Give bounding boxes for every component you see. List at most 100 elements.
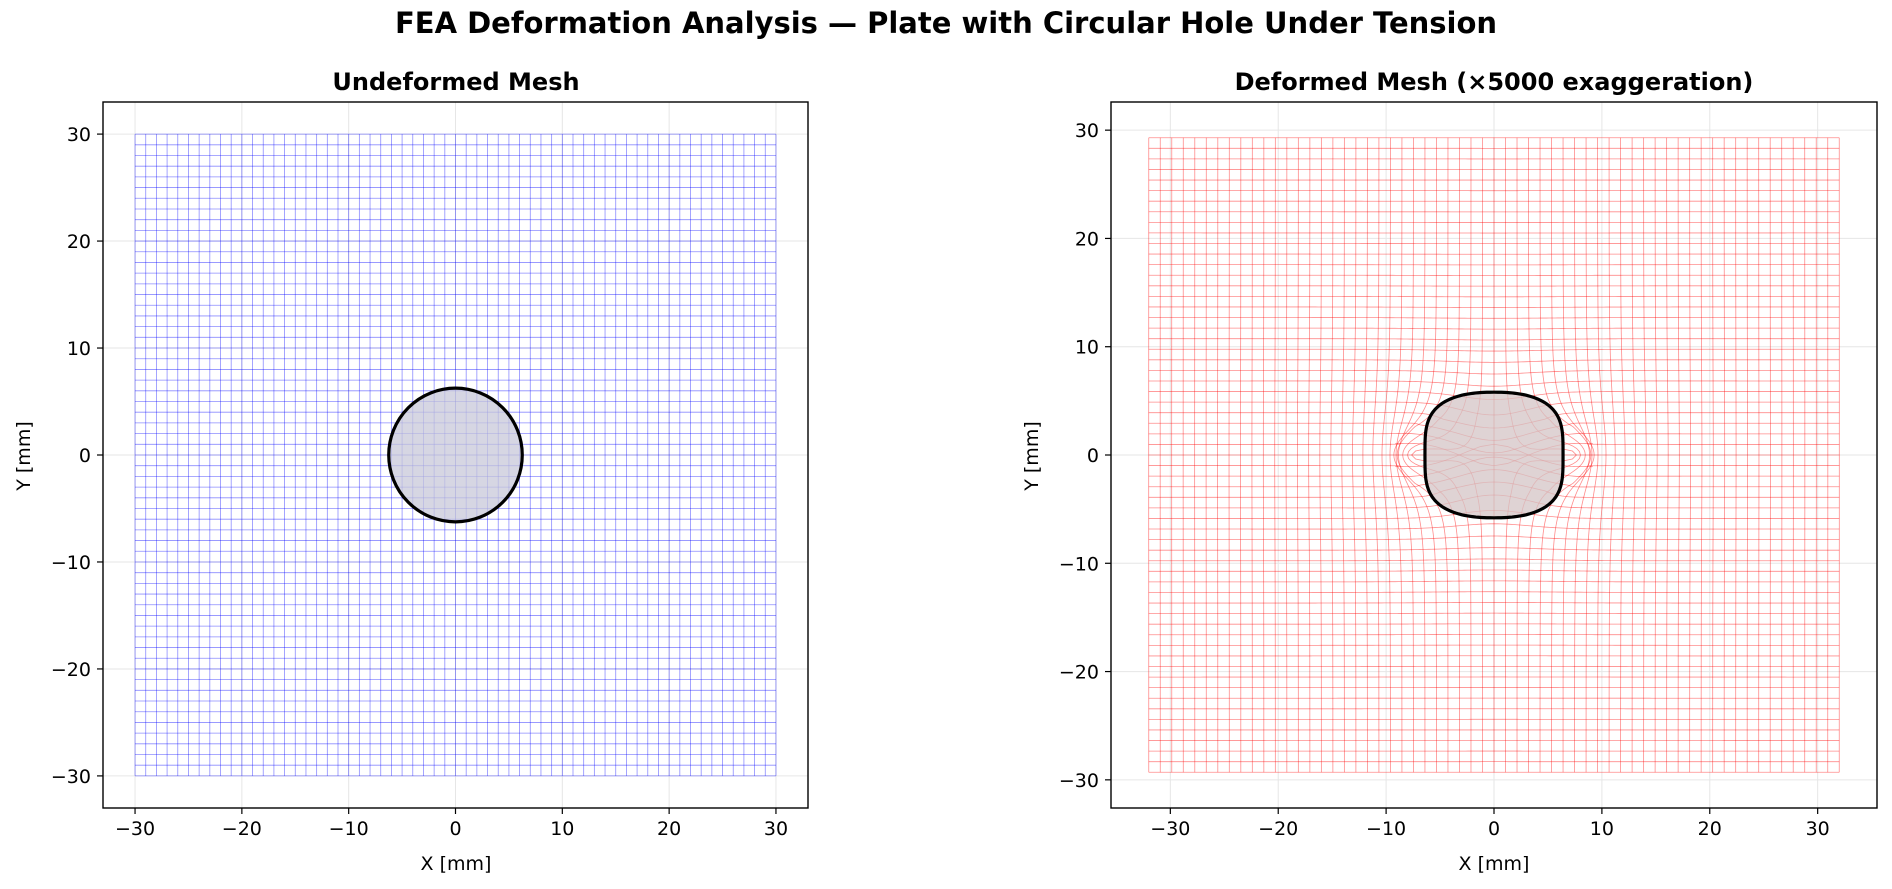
x-tick-label: 0	[449, 818, 461, 840]
mesh-line-vertical	[1666, 137, 1669, 773]
y-tick-label: 30	[67, 124, 91, 146]
panel-title-deformed: Deformed Mesh (×5000 exaggeration)	[1235, 68, 1754, 96]
mesh-line-horizontal	[1148, 327, 1840, 330]
undeformed-mesh-panel: Undeformed Mesh −30 −20 −10 0 10 20 30 −30 −20 −1…	[13, 68, 809, 875]
y-tick-label: −20	[51, 659, 91, 681]
mesh-line-vertical	[1330, 137, 1334, 773]
mesh-line-vertical	[1505, 137, 1577, 773]
mesh-line-vertical	[1296, 137, 1299, 773]
mesh-deformed	[1148, 137, 1840, 773]
mesh-line-vertical	[1402, 137, 1460, 773]
mesh-line-vertical	[1677, 137, 1680, 773]
mesh-line-horizontal	[1148, 535, 1840, 541]
mesh-line-vertical	[1274, 137, 1276, 773]
deformed-mesh-panel: Deformed Mesh (×5000 exaggeration) −30 −2…	[1021, 68, 1878, 875]
y-tick-label: 10	[67, 338, 91, 360]
mesh-line-horizontal	[1148, 523, 1840, 530]
mesh-line-vertical	[1395, 137, 1414, 773]
y-tick-label: 0	[79, 445, 91, 467]
mesh-line-vertical	[1381, 137, 1391, 773]
hole-outline-undeformed	[387, 386, 524, 524]
y-tick-label: −20	[1059, 662, 1099, 684]
mesh-line-vertical	[1620, 137, 1626, 773]
y-tick-label: −30	[51, 766, 91, 788]
mesh-line-vertical	[1562, 137, 1590, 773]
mesh-line-vertical	[1712, 137, 1714, 773]
mesh-line-vertical	[1643, 137, 1647, 773]
mesh-line-vertical	[1574, 137, 1593, 773]
mesh-line-vertical	[1308, 137, 1311, 773]
x-tick-label: −10	[329, 818, 369, 840]
mesh-line-vertical	[1341, 137, 1345, 773]
mesh-line-vertical	[1631, 137, 1636, 773]
x-axis-label-deformed: X [mm]	[1459, 853, 1530, 875]
x-tick-label: 20	[1698, 818, 1722, 840]
y-tick-label: −10	[1059, 553, 1099, 575]
mesh-line-vertical	[1516, 137, 1581, 773]
x-tick-label: −30	[1150, 818, 1190, 840]
mesh-line-vertical	[1700, 137, 1703, 773]
deformed-plot-area: −30 −20 −10 0 10 20 30 −30 −20 −10 0 10 20 30	[1059, 101, 1878, 840]
x-tick-label: 10	[550, 818, 574, 840]
mesh-line-horizontal	[1148, 348, 1840, 352]
y-tick-label: 10	[1075, 337, 1099, 359]
mesh-line-vertical	[1654, 137, 1658, 773]
panel-title-undeformed: Undeformed Mesh	[332, 68, 579, 96]
mesh-line-vertical	[1608, 137, 1616, 773]
x-tick-label: 20	[657, 818, 681, 840]
x-tick-label: −30	[115, 818, 155, 840]
x-tick-label: 30	[1806, 818, 1830, 840]
y-tick-label: −30	[1059, 770, 1099, 792]
mesh-line-vertical	[1393, 137, 1437, 773]
ticks-deformed: −30 −20 −10 0 10 20 30 −30 −20 −10 0 10 20 30	[1059, 120, 1830, 840]
x-tick-label: 0	[1488, 818, 1500, 840]
hole-outline-deformed	[1423, 390, 1565, 520]
mesh-line-horizontal	[1148, 591, 1840, 593]
mesh-line-vertical	[1398, 137, 1426, 773]
mesh-line-horizontal	[1148, 317, 1840, 319]
y-tick-label: 0	[1087, 445, 1099, 467]
mesh-line-vertical	[1389, 137, 1403, 773]
x-tick-label: −20	[1258, 818, 1298, 840]
y-tick-label: 20	[1075, 228, 1099, 250]
mesh-line-vertical	[1551, 137, 1595, 773]
mesh-line-horizontal	[1148, 580, 1840, 583]
mesh-line-vertical	[1539, 137, 1592, 773]
x-tick-label: 30	[764, 818, 788, 840]
undeformed-plot-area: −30 −20 −10 0 10 20 30 −30 −20 −10 0 10 20 30	[51, 101, 809, 840]
mesh-line-vertical	[1396, 137, 1449, 773]
mesh-line-horizontal	[1148, 569, 1840, 572]
y-axis-label-undeformed: Y [mm]	[13, 421, 35, 492]
mesh-line-horizontal	[1148, 359, 1840, 363]
mesh-line-horizontal	[1148, 558, 1840, 562]
y-axis-label-deformed: Y [mm]	[1021, 421, 1043, 492]
mesh-undeformed	[134, 133, 777, 777]
mesh-line-horizontal	[1148, 547, 1840, 551]
grid-lines-deformed	[1111, 102, 1877, 808]
mesh-line-horizontal	[1148, 369, 1840, 375]
mesh-line-horizontal	[1148, 306, 1840, 308]
y-tick-label: 20	[67, 231, 91, 253]
mesh-line-vertical	[1285, 137, 1288, 773]
mesh-line-horizontal	[1148, 338, 1840, 341]
mesh-line-horizontal	[1148, 602, 1840, 604]
mesh-line-vertical	[1585, 137, 1599, 773]
mesh-line-vertical	[1319, 137, 1322, 773]
ticks-undeformed: −30 −20 −10 0 10 20 30 −30 −20 −10 0 10 20 30	[51, 124, 788, 840]
mesh-line-vertical	[1362, 137, 1368, 773]
figure-title: FEA Deformation Analysis — Plate with Ci…	[394, 6, 1498, 40]
x-tick-label: −10	[1366, 818, 1406, 840]
mesh-line-vertical	[1597, 137, 1607, 773]
mesh-line-horizontal	[1148, 380, 1840, 387]
y-tick-label: 30	[1075, 120, 1099, 142]
mesh-line-vertical	[1411, 137, 1483, 773]
mesh-line-vertical	[1372, 137, 1380, 773]
mesh-line-vertical	[1528, 137, 1586, 773]
mesh-line-vertical	[1407, 137, 1472, 773]
x-tick-label: 10	[1590, 818, 1614, 840]
x-tick-label: −20	[222, 818, 262, 840]
mesh-line-vertical	[1352, 137, 1357, 773]
mesh-line-vertical	[1689, 137, 1692, 773]
x-axis-label-undeformed: X [mm]	[421, 853, 492, 875]
